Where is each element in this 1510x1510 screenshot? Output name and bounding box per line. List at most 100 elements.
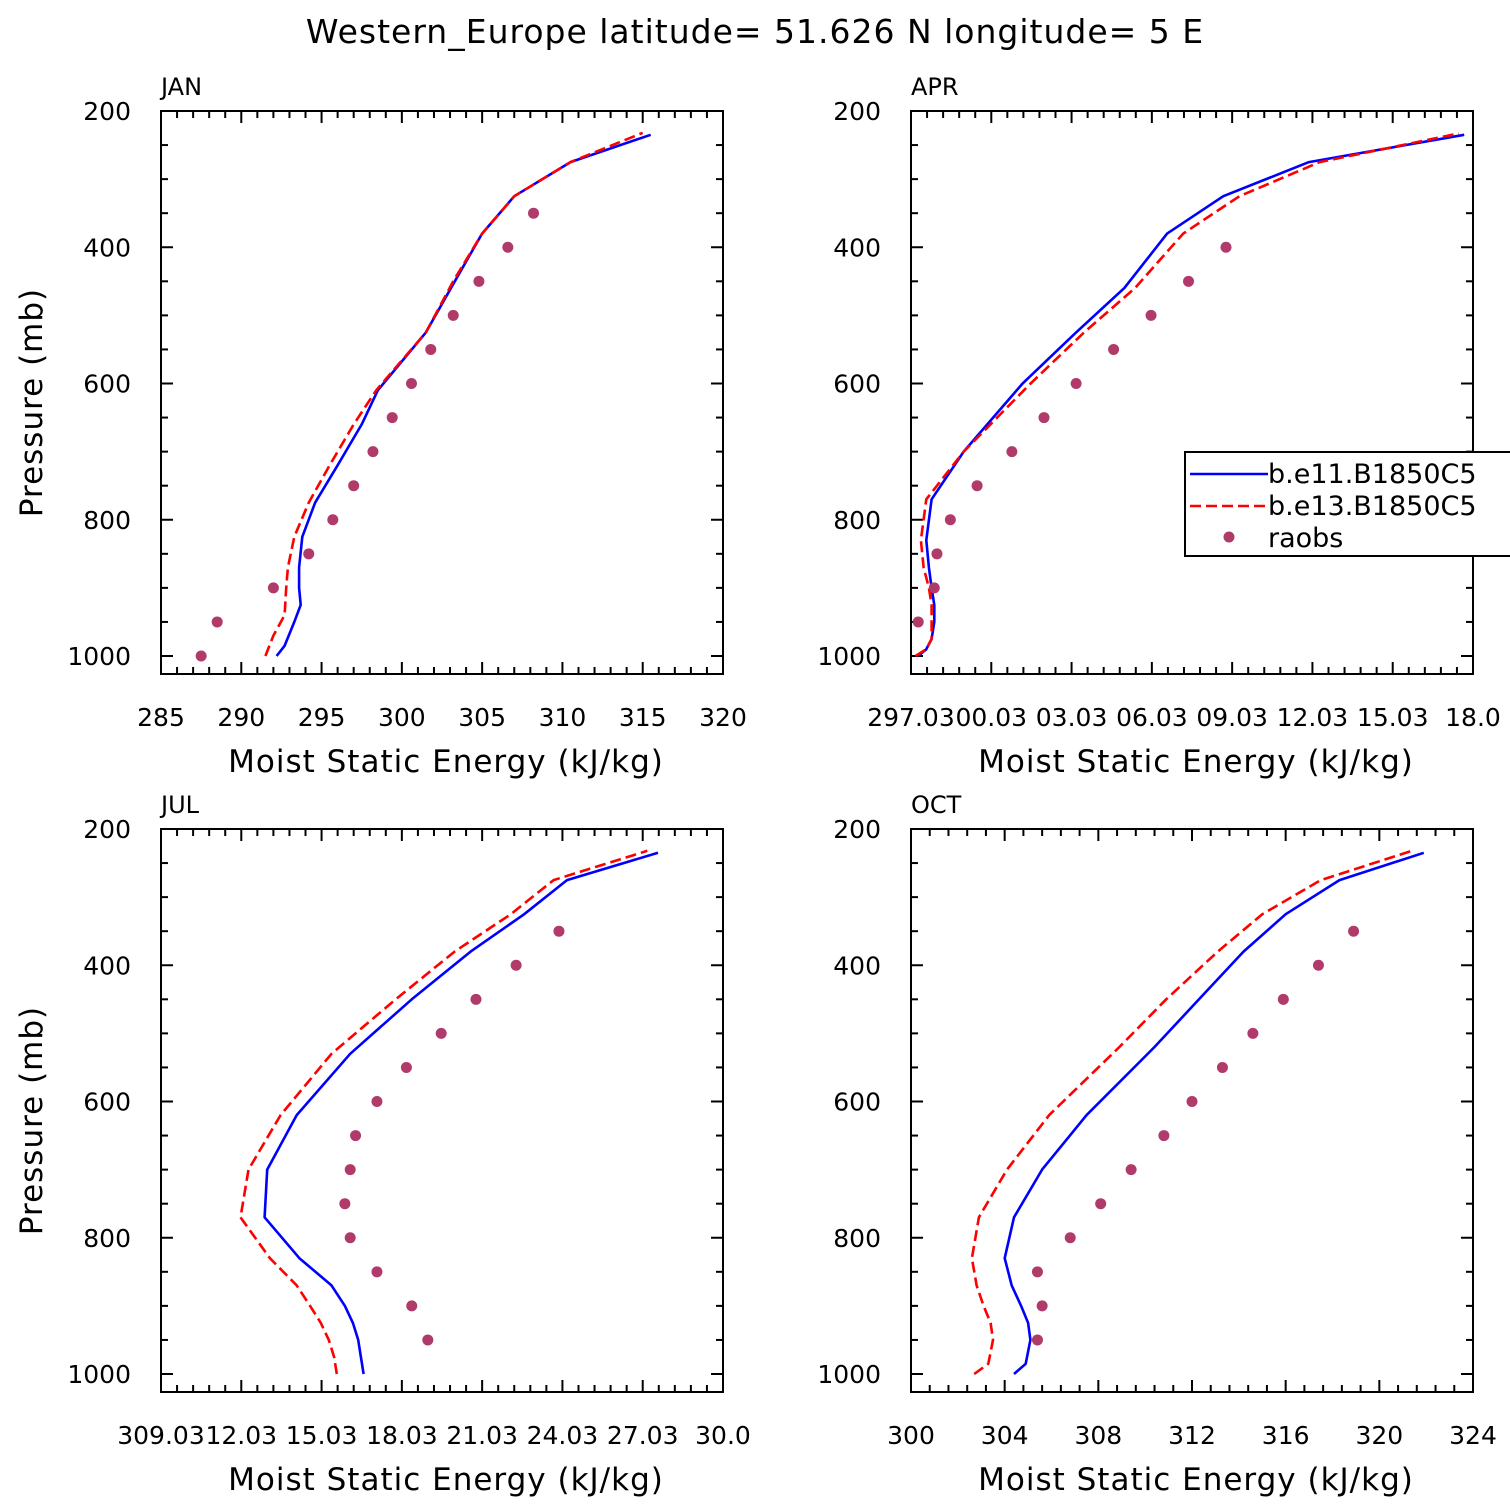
y-tick-label: 400	[833, 233, 881, 262]
raobs-point	[1006, 446, 1018, 458]
raobs-point	[1216, 1061, 1228, 1073]
raobs-point	[406, 1300, 418, 1312]
panel-jul: JUL 200 400 600 800 1000 309.03 12.03 15.03 18.03…	[14, 791, 751, 1498]
y-tick-label: 200	[83, 815, 131, 844]
series-line-e11	[1003, 851, 1425, 1375]
x-tick-label: 295	[298, 703, 346, 732]
raobs-point	[211, 616, 223, 628]
raobs-point	[528, 207, 540, 219]
y-tick-label: 1000	[67, 1360, 131, 1389]
y-tick-label: 200	[83, 97, 131, 126]
plot-frame	[160, 828, 724, 1393]
x-tick-label: 24.03	[527, 1421, 599, 1450]
x-tick-label: 320	[1355, 1421, 1403, 1450]
raobs-point	[1348, 925, 1360, 937]
raobs-point	[425, 343, 437, 355]
series-line-e11	[263, 851, 659, 1375]
legend-label: b.e11.B1850C5	[1268, 459, 1477, 490]
legend-label: raobs	[1268, 523, 1343, 554]
plot-frame	[160, 110, 724, 675]
raobs-point	[327, 514, 339, 526]
x-tick-label: 285	[137, 703, 185, 732]
raobs-point	[344, 1232, 356, 1244]
raobs-point	[1095, 1198, 1107, 1210]
raobs-point	[1220, 241, 1232, 253]
raobs-point	[350, 1130, 362, 1142]
y-tick-label: 200	[833, 815, 881, 844]
series-line-e13	[970, 849, 1413, 1376]
raobs-point	[267, 582, 279, 594]
y-axis-label: Pressure (mb)	[14, 288, 50, 517]
raobs-point	[1031, 1266, 1043, 1278]
raobs-point	[944, 514, 956, 526]
raobs-point	[971, 480, 983, 492]
y-tick-label: 400	[833, 951, 881, 980]
raobs-point	[371, 1266, 383, 1278]
x-tick-label: 310	[539, 703, 587, 732]
y-axis-label: Pressure (mb)	[14, 1006, 50, 1235]
x-tick-label: 15.03	[1357, 703, 1429, 732]
raobs-point	[344, 1164, 356, 1176]
raobs-point	[348, 480, 360, 492]
series-group	[970, 849, 1425, 1376]
panel-apr: APR 200 400 600 800 1000 297.03 00.03 03.03 06.03…	[817, 73, 1500, 780]
x-axis-label: Moist Static Energy (kJ/kg)	[978, 744, 1414, 780]
y-tick-label: 1000	[817, 642, 881, 671]
legend-marker	[1223, 531, 1235, 543]
raobs-point	[1312, 959, 1324, 971]
raobs-point	[1038, 412, 1050, 424]
raobs-point	[912, 616, 924, 628]
raobs-point	[510, 959, 522, 971]
panel-label: JUL	[159, 791, 200, 819]
y-tick-label: 600	[833, 1088, 881, 1117]
y-tick-label: 800	[83, 506, 131, 535]
raobs-point	[502, 241, 514, 253]
raobs-point	[1064, 1232, 1076, 1244]
y-tick-label: 1000	[67, 642, 131, 671]
x-tick-label: 290	[217, 703, 265, 732]
x-tick-label: 316	[1262, 1421, 1310, 1450]
series-line-e13	[264, 131, 644, 657]
raobs-point	[928, 582, 940, 594]
series-group	[912, 132, 1465, 658]
raobs-point	[195, 650, 207, 662]
raobs-point	[400, 1061, 412, 1073]
series-line-e11	[275, 133, 652, 657]
series-line-e11	[917, 133, 1465, 657]
x-tick-label: 324	[1449, 1421, 1497, 1450]
x-tick-label: 300	[887, 1421, 935, 1450]
raobs-point	[422, 1334, 434, 1346]
raobs-point	[435, 1027, 447, 1039]
panel-label: APR	[911, 73, 959, 101]
series-line-e13	[914, 132, 1460, 658]
x-tick-label: 305	[458, 703, 506, 732]
raobs-point	[1183, 275, 1195, 287]
x-tick-label: 03.03	[1036, 703, 1108, 732]
y-tick-label: 800	[83, 1224, 131, 1253]
x-tick-label: 308	[1074, 1421, 1122, 1450]
raobs-point	[371, 1096, 383, 1107]
plot-frame	[910, 828, 1474, 1393]
plot-frame	[910, 110, 1474, 675]
x-tick-label: 297.03	[867, 703, 954, 732]
x-axis-label: Moist Static Energy (kJ/kg)	[228, 744, 664, 780]
panel-jan: JAN 200 400 600 800 1000 285 290 295 300 305 310 315…	[14, 73, 747, 780]
raobs-point	[405, 378, 417, 389]
x-tick-label: 06.03	[1116, 703, 1188, 732]
raobs-point	[1186, 1096, 1198, 1107]
raobs-point	[447, 309, 459, 321]
raobs-point	[303, 548, 315, 560]
y-tick-label: 600	[83, 1088, 131, 1117]
raobs-point	[470, 993, 482, 1005]
raobs-point	[1247, 1027, 1259, 1039]
x-tick-label: 315	[619, 703, 667, 732]
panel-label: OCT	[911, 791, 962, 819]
x-tick-label: 12.03	[205, 1421, 277, 1450]
x-tick-label: 18.0	[1445, 703, 1501, 732]
x-tick-label: 27.03	[607, 1421, 679, 1450]
figure-title: Western_Europe latitude= 51.626 N longit…	[305, 12, 1205, 51]
x-tick-label: 320	[699, 703, 747, 732]
raobs-point	[1277, 993, 1289, 1005]
